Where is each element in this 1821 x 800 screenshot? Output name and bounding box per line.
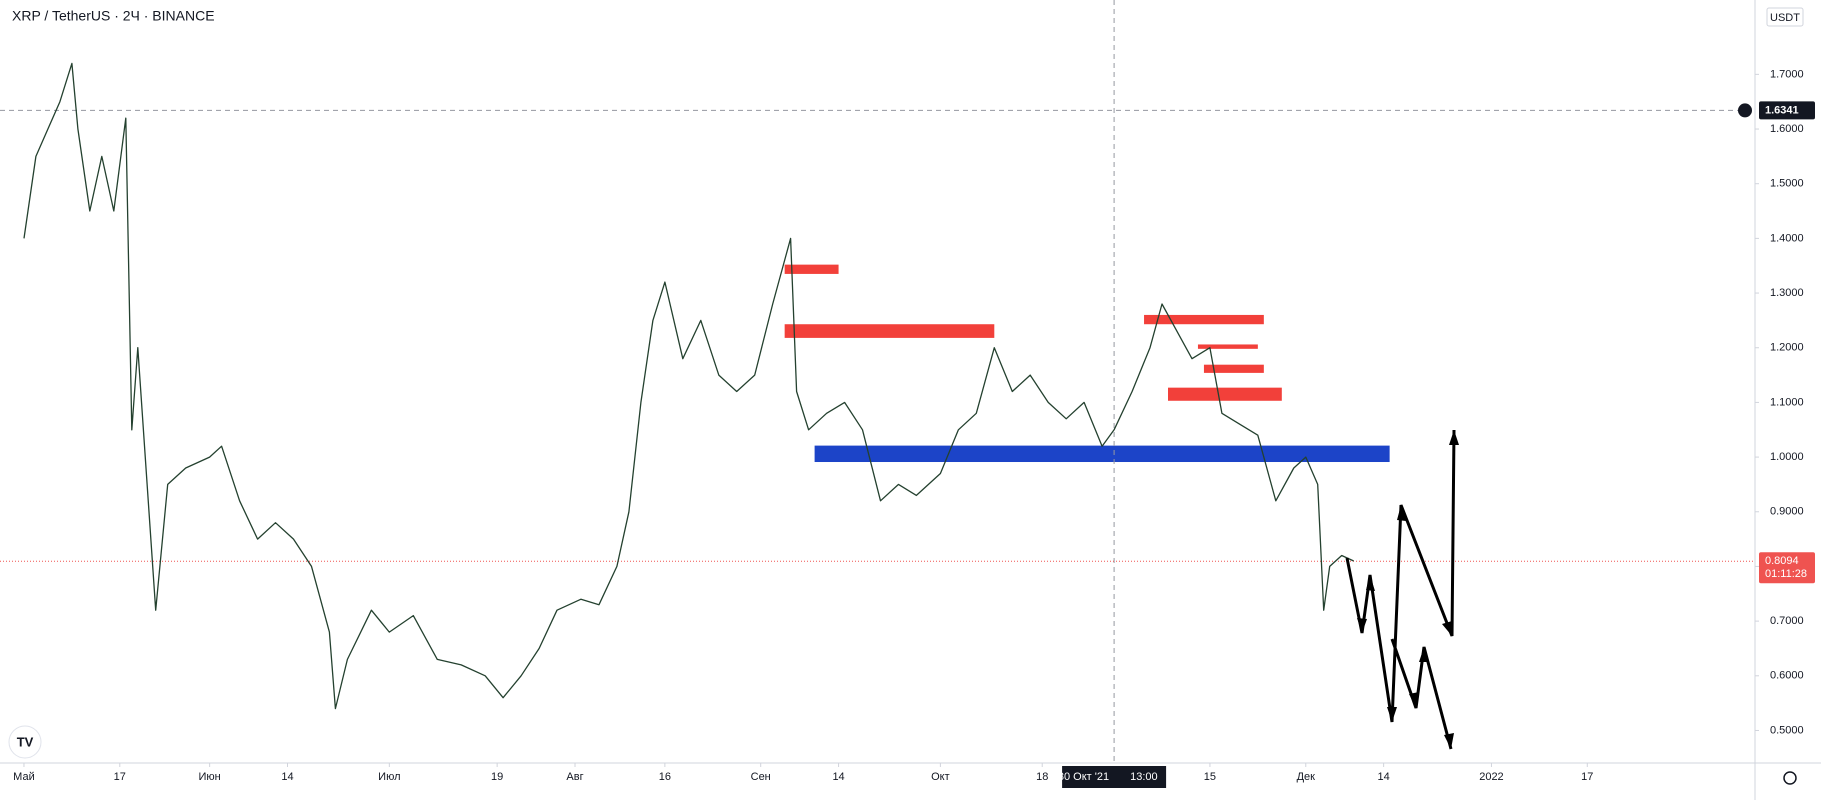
x-tick-label: Дек: [1297, 771, 1316, 783]
x-tick-label: 16: [659, 771, 671, 783]
zone: [1203, 364, 1264, 373]
zone: [784, 324, 995, 338]
y-tick-label: 0.5000: [1770, 724, 1804, 736]
y-tick-label: 1.0000: [1770, 451, 1804, 463]
y-tick-label: 0.6000: [1770, 670, 1804, 682]
zone: [1197, 344, 1258, 349]
crosshair-date-label: 30 Окт '21: [1058, 771, 1109, 783]
x-tick-label: Окт: [931, 771, 950, 783]
last-price-box: [1759, 552, 1815, 584]
x-tick-label: 19: [491, 771, 503, 783]
logo[interactable]: [8, 725, 42, 759]
x-tick-label: 17: [1581, 771, 1593, 783]
y-tick-label: 1.4000: [1770, 232, 1804, 244]
x-tick-label: 18: [1036, 771, 1048, 783]
zone: [1144, 314, 1264, 325]
last-price-label: 0.8094: [1765, 555, 1799, 567]
y-tick-label: 0.9000: [1770, 506, 1804, 518]
y-tick-label: 0.7000: [1770, 615, 1804, 627]
arrow-heads: [1357, 430, 1459, 749]
plot: [0, 0, 1755, 763]
x-tick-label: 14: [281, 771, 293, 783]
x-tick-label: Май: [13, 771, 35, 783]
logo-mark: TV: [17, 734, 34, 749]
x-tick-label: Июн: [199, 771, 221, 783]
currency-box[interactable]: [1766, 7, 1804, 27]
countdown-label: 01:11:28: [1765, 568, 1807, 580]
y-tick-label: 1.1000: [1770, 396, 1804, 408]
y-tick-label: 1.3000: [1770, 287, 1804, 299]
x-tick-label: Июл: [378, 771, 400, 783]
x-tick-label: Сен: [751, 771, 771, 783]
y-tick-label: 1.7000: [1770, 68, 1804, 80]
settings-icon[interactable]: [1783, 771, 1797, 785]
zone: [1168, 387, 1282, 401]
x-tick-label: 15: [1204, 771, 1216, 783]
y-tick-label: 1.6000: [1770, 123, 1804, 135]
x-tick-label: Авг: [566, 771, 583, 783]
y-tick-label: 1.2000: [1770, 342, 1804, 354]
crosshair-date-box: [1062, 766, 1167, 788]
x-tick-label: 17: [114, 771, 126, 783]
zone: [784, 264, 839, 274]
crosshair-price-label: 1.6341: [1765, 104, 1799, 116]
symbol-title: XRP / TetherUS · 2Ч · BINANCE: [12, 8, 215, 24]
add-alert-icon[interactable]: [1738, 103, 1752, 118]
currency-label: USDT: [1770, 12, 1800, 24]
x-tick-label: 14: [832, 771, 844, 783]
crosshair-time-label: 13:00: [1130, 771, 1158, 783]
y-tick-label: 1.5000: [1770, 178, 1804, 190]
x-tick-label: 14: [1378, 771, 1390, 783]
x-tick-label: 2022: [1479, 771, 1503, 783]
price-line: [23, 62, 1354, 710]
crosshair-price-box: [1759, 101, 1815, 120]
zone: [814, 445, 1390, 463]
